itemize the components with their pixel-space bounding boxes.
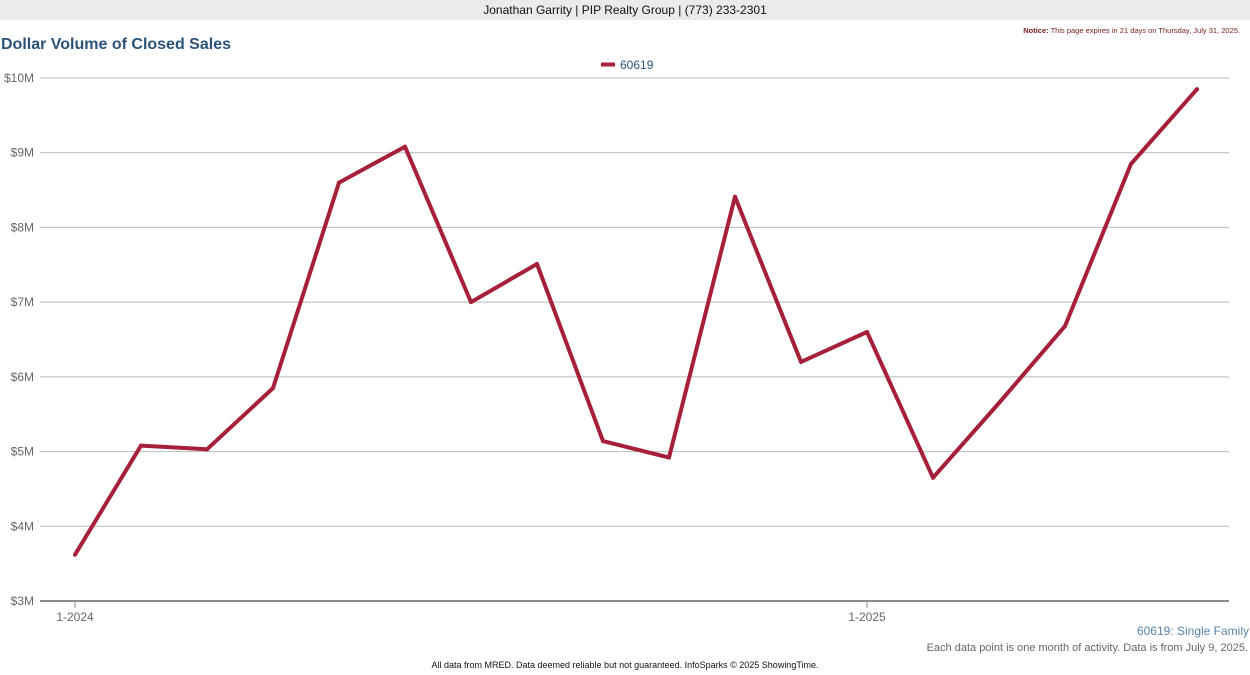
data-point [997, 401, 1001, 406]
x-tick-label: 1-2024 [56, 610, 94, 624]
data-point [1195, 87, 1199, 92]
series-lines [73, 87, 1199, 557]
y-tick-label: $10M [4, 71, 34, 85]
data-point [1129, 161, 1133, 166]
data-point [535, 262, 539, 267]
data-note: Each data point is one month of activity… [926, 642, 1248, 654]
y-axis-ticks: $3M $4M $5M $6M $7M $8M $9M $10M [4, 71, 34, 608]
footer-disclaimer: All data from MRED. Data deemed reliable… [431, 660, 819, 670]
data-point [337, 180, 341, 185]
y-tick-label: $7M [11, 295, 34, 309]
y-tick-label: $4M [11, 519, 34, 533]
y-tick-label: $5M [11, 445, 34, 459]
legend[interactable]: 60619 [601, 58, 654, 72]
data-point [1063, 324, 1067, 329]
notice-text: This page expires in 21 days on Thursday… [1050, 26, 1240, 35]
legend-label: 60619 [620, 58, 654, 72]
data-point [931, 475, 935, 480]
data-point [865, 330, 869, 335]
agent-contact-bar: Jonathan Garrity | PIP Realty Group | (7… [0, 0, 1250, 20]
data-point [667, 455, 671, 460]
x-axis-ticks: 1-2024 1-2025 [56, 602, 886, 624]
data-point [271, 386, 275, 391]
y-tick-label: $8M [11, 220, 34, 234]
data-point [139, 443, 143, 448]
data-point [469, 300, 473, 305]
expiry-notice: Notice: This page expires in 21 days on … [1023, 26, 1240, 35]
data-point [73, 552, 77, 557]
data-point [601, 439, 605, 444]
data-point [403, 144, 407, 149]
y-tick-label: $9M [11, 146, 34, 160]
data-point [799, 359, 803, 364]
chart-title: Dollar Volume of Closed Sales [1, 36, 231, 53]
series-line-60619 [73, 87, 1199, 557]
y-tick-label: $6M [11, 370, 34, 384]
y-tick-label: $3M [11, 594, 34, 608]
data-point [733, 194, 737, 199]
grid-lines [40, 77, 1229, 527]
x-tick-label: 1-2025 [848, 610, 886, 624]
notice-label: Notice: [1023, 26, 1049, 35]
data-point [205, 447, 209, 452]
series-type-caption: 60619: Single Family [1136, 624, 1249, 638]
